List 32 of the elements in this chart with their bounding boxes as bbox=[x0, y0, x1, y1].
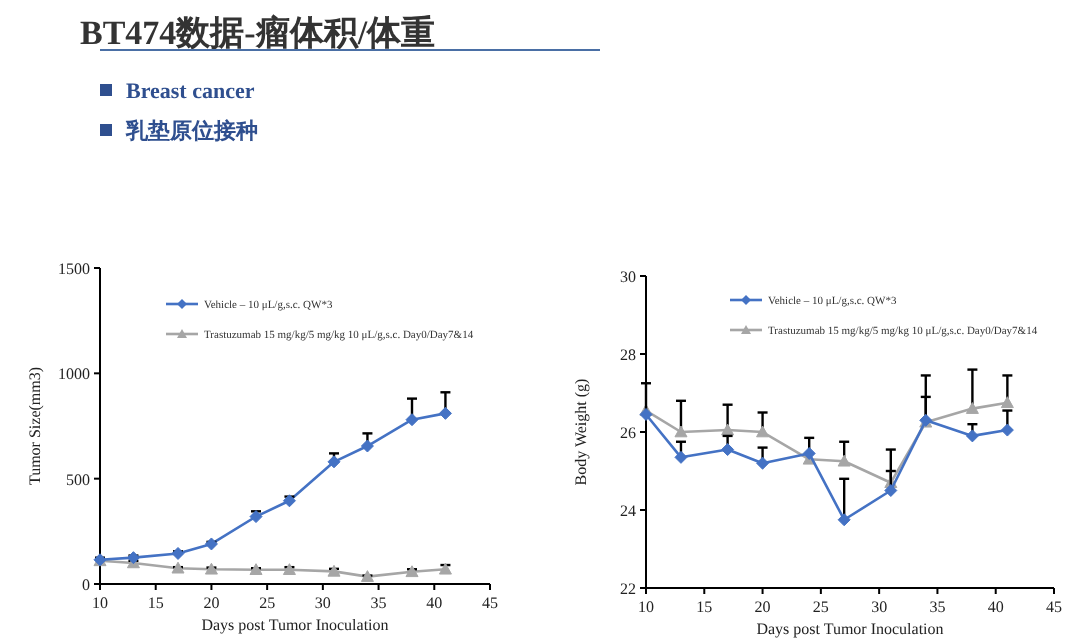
x-tick-label: 25 bbox=[259, 594, 276, 612]
x-tick-label: 40 bbox=[426, 594, 443, 612]
y-tick-label: 0 bbox=[82, 576, 90, 594]
y-axis-title: Tumor Size(mm3) bbox=[26, 366, 44, 486]
x-tick-label: 30 bbox=[871, 598, 888, 616]
y-tick-label: 1500 bbox=[58, 260, 90, 278]
x-tick-label: 40 bbox=[987, 598, 1004, 616]
y-tick-label: 1000 bbox=[58, 365, 90, 384]
text: BT474数据-瘤体积/体重 bbox=[80, 14, 436, 52]
y-tick-label: 26 bbox=[620, 424, 636, 442]
x-tick-label: 25 bbox=[812, 598, 829, 616]
y-tick-label: 24 bbox=[620, 502, 636, 520]
y-axis-title: Body Weight (g) bbox=[572, 377, 590, 486]
x-tick-label: 20 bbox=[754, 598, 771, 616]
x-tick-label: 10 bbox=[92, 594, 108, 612]
x-tick-label: 35 bbox=[370, 594, 387, 612]
x-tick-label: 20 bbox=[203, 594, 220, 612]
x-tick-label: 15 bbox=[147, 594, 164, 612]
x-tick-label: 45 bbox=[1046, 598, 1062, 616]
text: 乳垫原位接种 bbox=[124, 118, 258, 144]
y-tick-label: 28 bbox=[620, 346, 636, 364]
y-tick-label: 500 bbox=[66, 470, 90, 489]
y-tick-label: 30 bbox=[620, 268, 636, 286]
x-axis-title: Days post Tumor Inoculation bbox=[756, 620, 944, 638]
x-tick-label: 45 bbox=[482, 594, 498, 612]
text: Breast cancer bbox=[126, 80, 255, 104]
x-axis-title: Days post Tumor Inoculation bbox=[201, 616, 389, 634]
x-tick-label: 30 bbox=[314, 594, 331, 612]
y-tick-label: 22 bbox=[620, 580, 636, 598]
x-tick-label: 10 bbox=[638, 598, 654, 616]
x-tick-label: 15 bbox=[696, 598, 713, 616]
x-tick-label: 35 bbox=[929, 598, 946, 616]
